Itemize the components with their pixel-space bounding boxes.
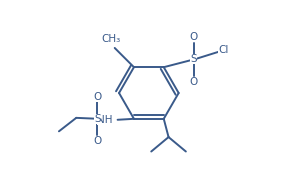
Text: Cl: Cl — [218, 45, 229, 55]
Text: O: O — [93, 136, 101, 146]
Text: O: O — [189, 77, 198, 87]
Text: S: S — [190, 54, 197, 65]
Text: NH: NH — [97, 115, 113, 125]
Text: CH₃: CH₃ — [101, 34, 120, 44]
Text: O: O — [189, 32, 198, 42]
Text: O: O — [93, 92, 101, 102]
Text: S: S — [94, 114, 101, 124]
